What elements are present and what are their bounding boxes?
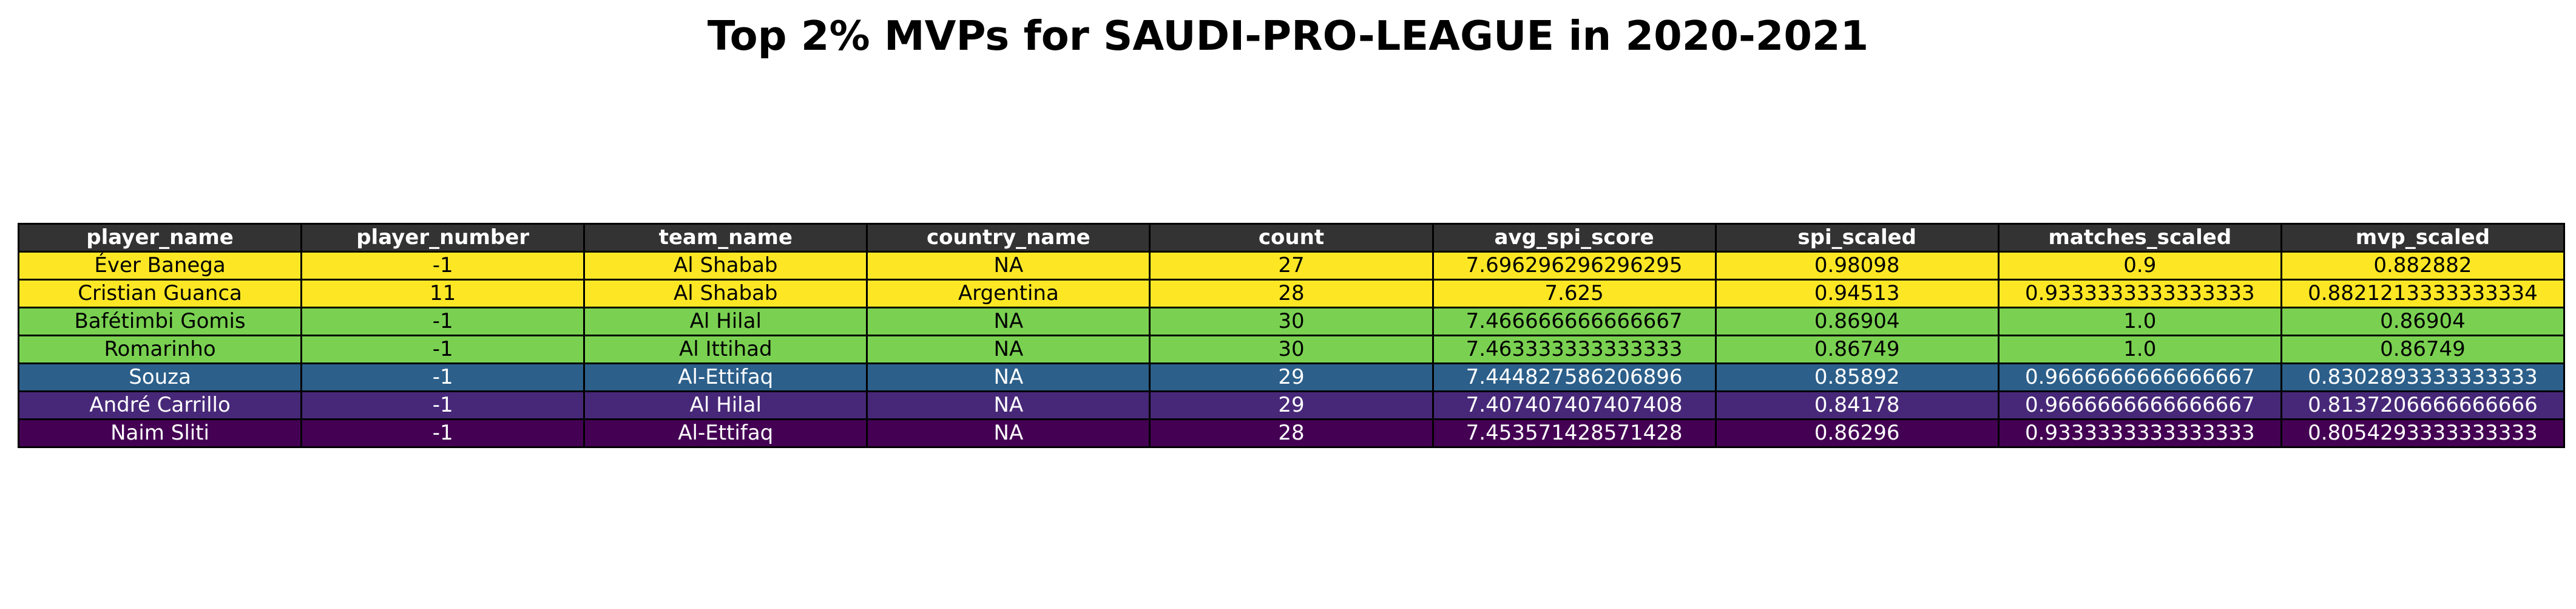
table-cell-count: 29 xyxy=(1149,362,1434,392)
table-cell-team-name: Al Shabab xyxy=(583,279,868,308)
column-header-spi-scaled: spi_scaled xyxy=(1714,223,2000,253)
header-row: player_name player_number team_name country… xyxy=(17,223,2566,253)
table-cell-player-number: -1 xyxy=(300,390,586,420)
table-cell-team-name: Al-Ettifaq xyxy=(583,362,868,392)
chart-title: Top 2% MVPs for SAUDI-PRO-LEAGUE in 2020… xyxy=(707,12,1869,60)
table-cell-mvp-scaled: 0.8821213333333334 xyxy=(2280,279,2566,308)
table-cell-count: 27 xyxy=(1149,251,1434,281)
table-cell-spi-scaled: 0.85892 xyxy=(1714,362,2000,392)
column-header-team-name: team_name xyxy=(583,223,868,253)
table-cell-team-name: Al Hilal xyxy=(583,307,868,336)
table-cell-count: 28 xyxy=(1149,279,1434,308)
table-cell-avg-spi-score: 7.466666666666667 xyxy=(1432,307,1717,336)
table-cell-spi-scaled: 0.86296 xyxy=(1714,418,2000,448)
table-cell-country-name: NA xyxy=(866,335,1151,364)
table-cell-spi-scaled: 0.86749 xyxy=(1714,335,2000,364)
table-cell-mvp-scaled: 0.8302893333333333 xyxy=(2280,362,2566,392)
table-cell-player-number: 11 xyxy=(300,279,586,308)
table-cell-matches-scaled: 0.9333333333333333 xyxy=(1997,418,2282,448)
table-cell-player-name: Romarinho xyxy=(17,335,303,364)
table-cell-count: 28 xyxy=(1149,418,1434,448)
table-row: Bafétimbi Gomis -1 Al Hilal NA 30 7.466666666… xyxy=(17,307,2566,336)
table-cell-mvp-scaled: 0.882882 xyxy=(2280,251,2566,281)
table-row: Naim Sliti -1 Al-Ettifaq NA 28 7.453571428571… xyxy=(17,418,2566,448)
table-cell-country-name: Argentina xyxy=(866,279,1151,308)
table-cell-avg-spi-score: 7.407407407407408 xyxy=(1432,390,1717,420)
table-cell-player-number: -1 xyxy=(300,335,586,364)
table-row: Romarinho -1 Al Ittihad NA 30 7.4633333333333… xyxy=(17,335,2566,364)
table-cell-matches-scaled: 0.9 xyxy=(1997,251,2282,281)
table-cell-player-name: Naim Sliti xyxy=(17,418,303,448)
table-cell-matches-scaled: 1.0 xyxy=(1997,307,2282,336)
table-cell-avg-spi-score: 7.463333333333333 xyxy=(1432,335,1717,364)
table-cell-player-name: Souza xyxy=(17,362,303,392)
table-cell-spi-scaled: 0.84178 xyxy=(1714,390,2000,420)
column-header-matches-scaled: matches_scaled xyxy=(1997,223,2282,253)
table-cell-avg-spi-score: 7.625 xyxy=(1432,279,1717,308)
table-cell-team-name: Al Shabab xyxy=(583,251,868,281)
table-cell-player-number: -1 xyxy=(300,418,586,448)
table-cell-matches-scaled: 0.9333333333333333 xyxy=(1997,279,2282,308)
table-row: Éver Banega -1 Al Shabab NA 27 7.696296296296… xyxy=(17,251,2566,281)
column-header-country-name: country_name xyxy=(866,223,1151,253)
table-cell-mvp-scaled: 0.86904 xyxy=(2280,307,2566,336)
table-cell-mvp-scaled: 0.86749 xyxy=(2280,335,2566,364)
table-cell-avg-spi-score: 7.444827586206896 xyxy=(1432,362,1717,392)
table-cell-country-name: NA xyxy=(866,390,1151,420)
table-body: Éver Banega -1 Al Shabab NA 27 7.696296296296… xyxy=(17,251,2566,448)
table-cell-count: 29 xyxy=(1149,390,1434,420)
table-row: Souza -1 Al-Ettifaq NA 29 7.444827586206896 0.… xyxy=(17,362,2566,392)
table-cell-count: 30 xyxy=(1149,335,1434,364)
column-header-player-number: player_number xyxy=(300,223,586,253)
table-cell-team-name: Al Hilal xyxy=(583,390,868,420)
table-cell-count: 30 xyxy=(1149,307,1434,336)
table-row: André Carrillo -1 Al Hilal NA 29 7.4074074074… xyxy=(17,390,2566,420)
table-cell-mvp-scaled: 0.8054293333333333 xyxy=(2280,418,2566,448)
table-cell-spi-scaled: 0.94513 xyxy=(1714,279,2000,308)
mvp-table: player_name player_number team_name country… xyxy=(17,223,2566,448)
table-row: Cristian Guanca 11 Al Shabab Argentina 28 7.6… xyxy=(17,279,2566,308)
table-cell-avg-spi-score: 7.453571428571428 xyxy=(1432,418,1717,448)
table-cell-player-name: Bafétimbi Gomis xyxy=(17,307,303,336)
table-cell-mvp-scaled: 0.8137206666666666 xyxy=(2280,390,2566,420)
table-cell-matches-scaled: 1.0 xyxy=(1997,335,2282,364)
table-cell-player-number: -1 xyxy=(300,307,586,336)
table-cell-country-name: NA xyxy=(866,251,1151,281)
table-cell-matches-scaled: 0.9666666666666667 xyxy=(1997,362,2282,392)
column-header-count: count xyxy=(1149,223,1434,253)
column-header-avg-spi-score: avg_spi_score xyxy=(1432,223,1717,253)
table-cell-team-name: Al-Ettifaq xyxy=(583,418,868,448)
table-cell-spi-scaled: 0.98098 xyxy=(1714,251,2000,281)
table-cell-country-name: NA xyxy=(866,418,1151,448)
column-header-mvp-scaled: mvp_scaled xyxy=(2280,223,2566,253)
table-cell-team-name: Al Ittihad xyxy=(583,335,868,364)
table-cell-matches-scaled: 0.9666666666666667 xyxy=(1997,390,2282,420)
table-cell-avg-spi-score: 7.696296296296295 xyxy=(1432,251,1717,281)
table-cell-spi-scaled: 0.86904 xyxy=(1714,307,2000,336)
table-cell-player-name: André Carrillo xyxy=(17,390,303,420)
table-cell-player-name: Cristian Guanca xyxy=(17,279,303,308)
table-cell-country-name: NA xyxy=(866,362,1151,392)
table-cell-player-number: -1 xyxy=(300,362,586,392)
table-cell-country-name: NA xyxy=(866,307,1151,336)
table-cell-player-number: -1 xyxy=(300,251,586,281)
table-cell-player-name: Éver Banega xyxy=(17,251,303,281)
column-header-player-name: player_name xyxy=(17,223,303,253)
